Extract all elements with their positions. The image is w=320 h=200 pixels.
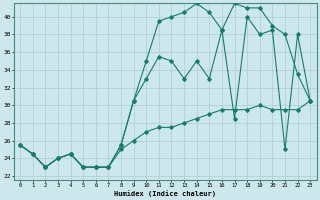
X-axis label: Humidex (Indice chaleur): Humidex (Indice chaleur) (114, 190, 216, 197)
